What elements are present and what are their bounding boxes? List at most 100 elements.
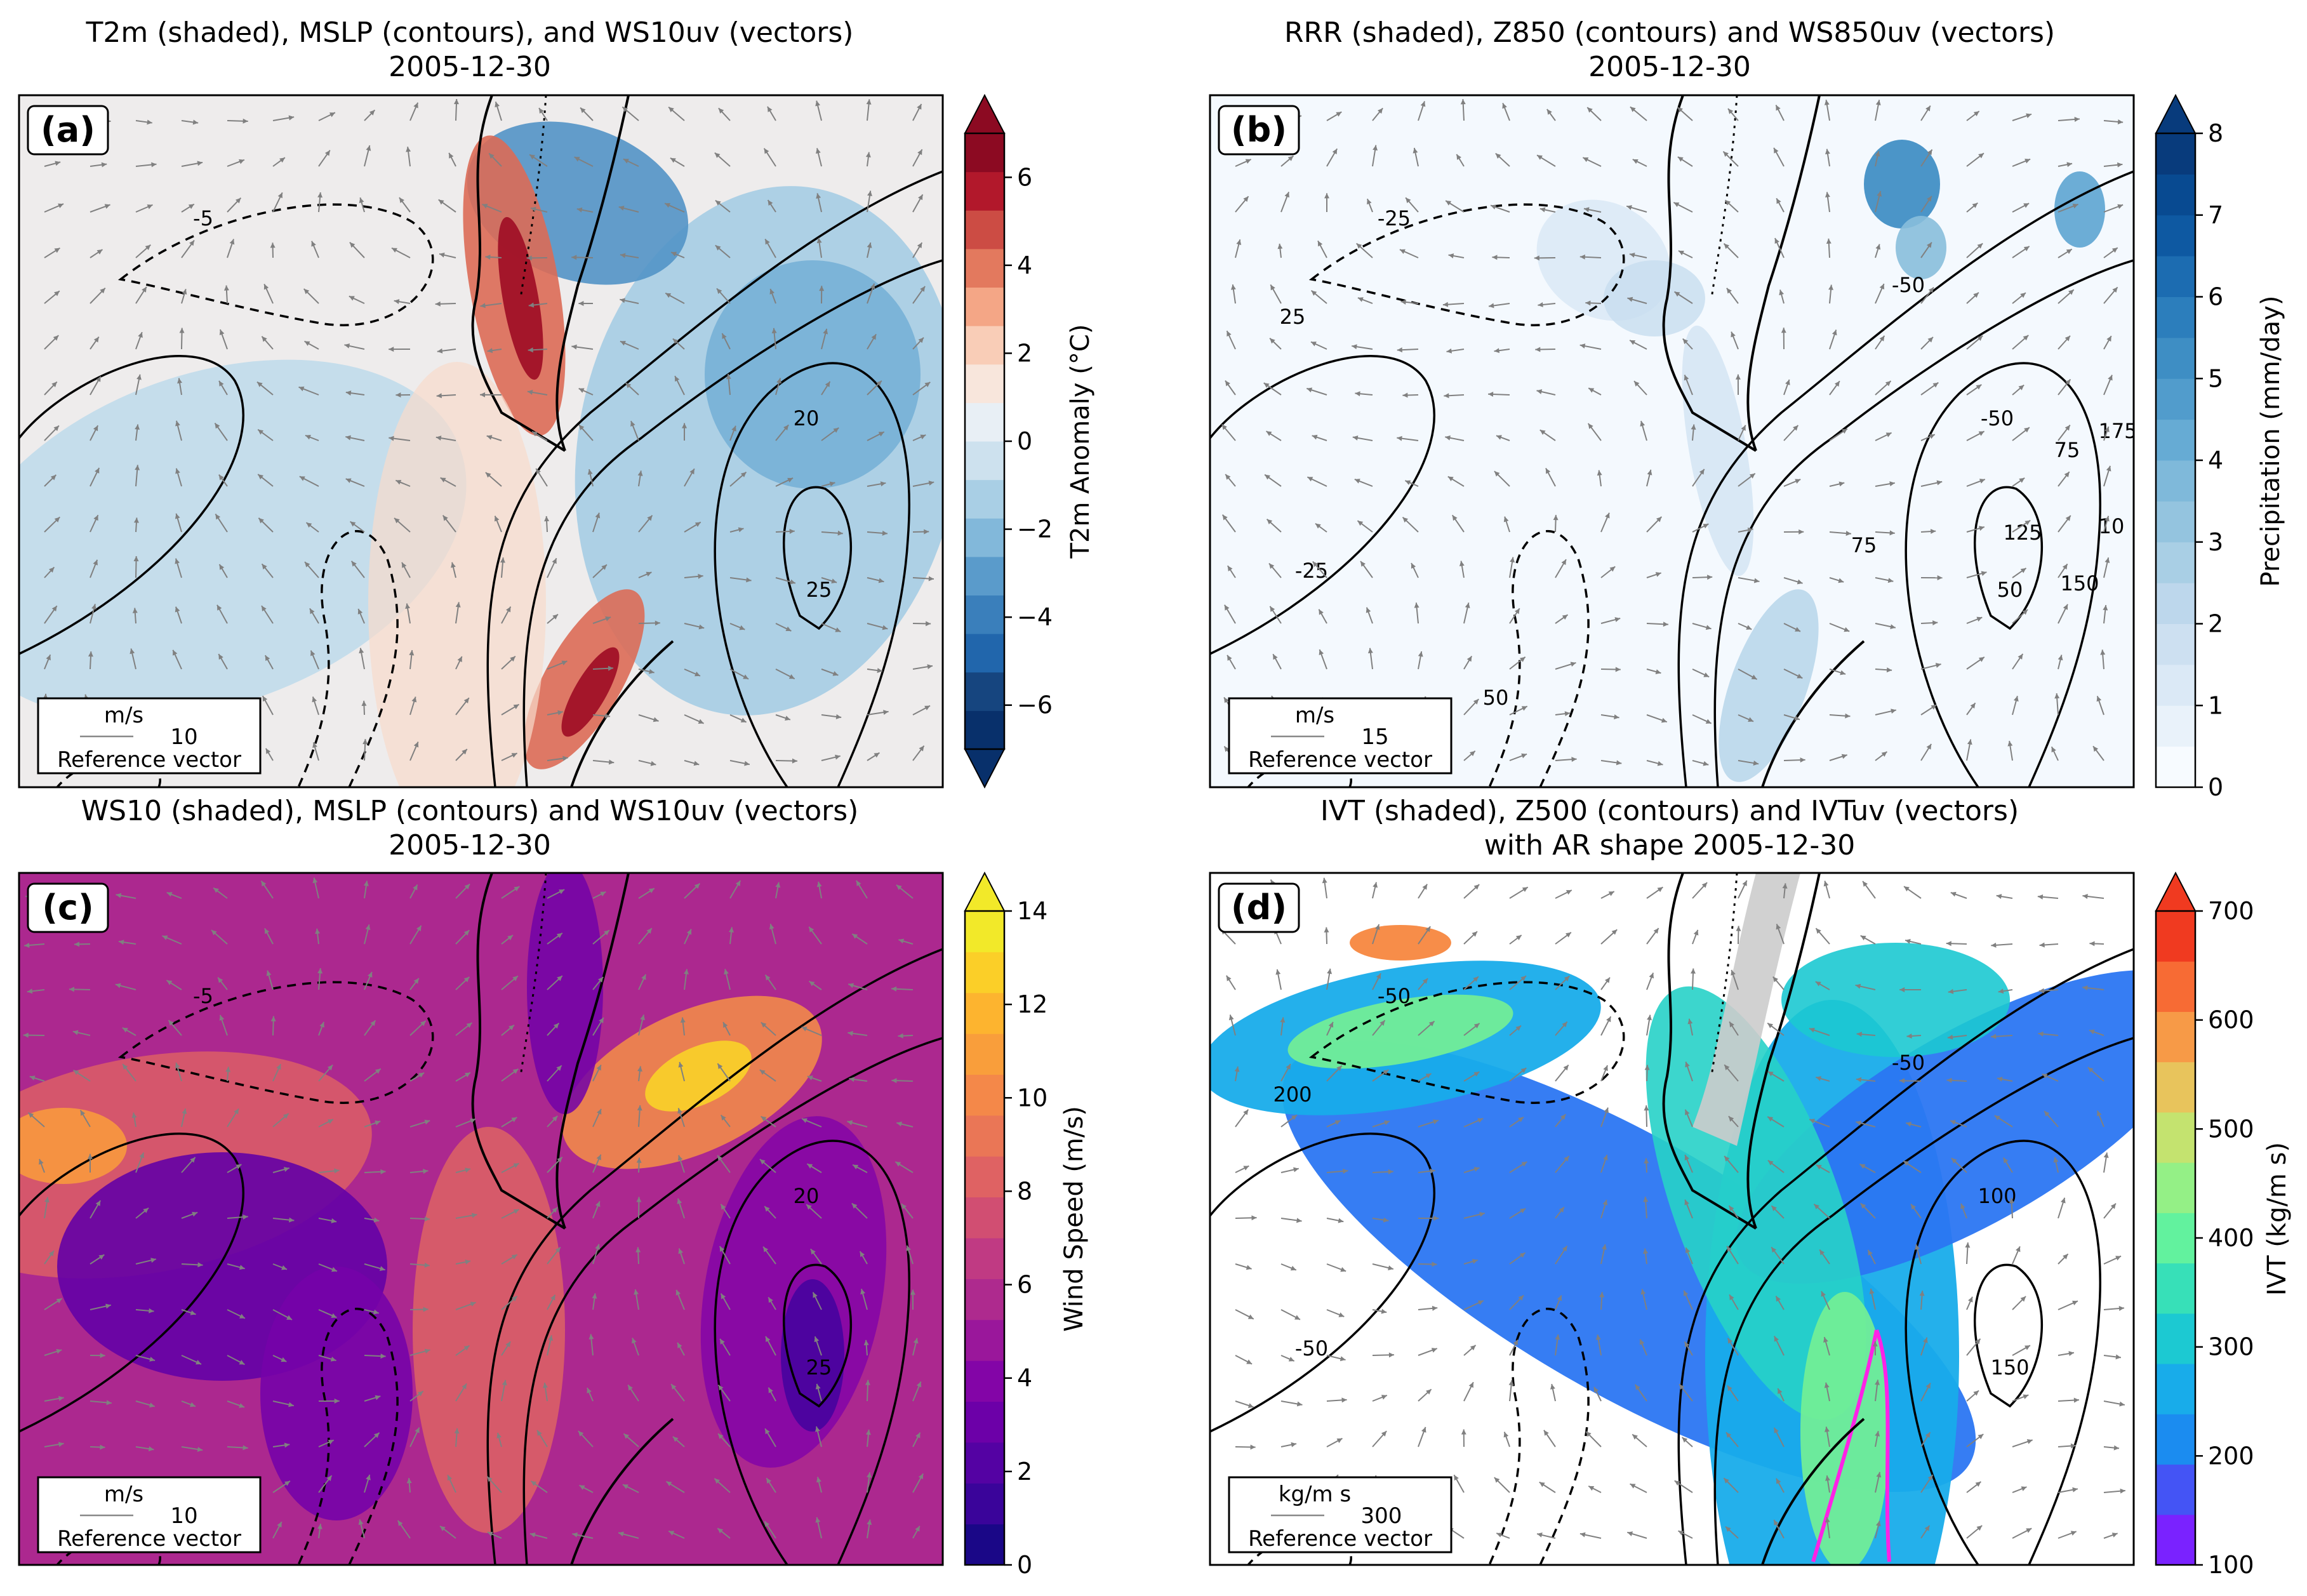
shade-patch bbox=[1719, 589, 1819, 782]
wind-vector-head bbox=[1644, 1105, 1649, 1111]
wind-vector-head bbox=[2022, 609, 2028, 615]
wind-vector-head bbox=[2063, 604, 2068, 610]
wind-vector-head bbox=[418, 1072, 425, 1078]
wind-vector-head bbox=[1779, 289, 1785, 296]
colorbar-level bbox=[965, 1197, 1004, 1239]
wind-vector-head bbox=[361, 700, 367, 706]
colorbar-level bbox=[2156, 460, 2195, 502]
wind-vector-head bbox=[1973, 111, 1979, 117]
wind-vector-head bbox=[345, 435, 351, 441]
wind-vector-head bbox=[2024, 1345, 2030, 1350]
wind-vector-head bbox=[761, 1022, 767, 1028]
wind-vector-head bbox=[1266, 431, 1272, 436]
contour-line-dashed bbox=[297, 1307, 399, 1565]
wind-vector-head bbox=[286, 1315, 293, 1320]
wind-vector-head bbox=[465, 1167, 470, 1173]
wind-vector-head bbox=[453, 99, 459, 105]
wind-vector-head bbox=[345, 390, 352, 396]
wind-vector-head bbox=[1825, 149, 1830, 155]
wind-vector-head bbox=[1976, 616, 1983, 622]
wind-vector-head bbox=[1640, 1289, 1646, 1295]
wind-vector-head bbox=[1889, 481, 1895, 487]
colorbar-tick-label: 2 bbox=[1017, 1458, 1032, 1486]
wind-vector-head bbox=[1224, 604, 1230, 611]
wind-vector-head bbox=[1562, 615, 1568, 620]
wind-vector-head bbox=[463, 698, 469, 704]
wind-vector-head bbox=[2111, 1533, 2118, 1538]
contour-line bbox=[522, 259, 943, 787]
wind-vector-head bbox=[928, 576, 934, 582]
wind-vector-head bbox=[874, 752, 880, 758]
wind-vector-head bbox=[608, 665, 614, 671]
wind-vector-head bbox=[91, 604, 96, 610]
wind-vector-head bbox=[882, 625, 888, 630]
wind-vector-head bbox=[329, 112, 335, 117]
wind-vector-head bbox=[1825, 1426, 1830, 1432]
wind-vector-head bbox=[764, 1206, 770, 1212]
wind-vector-head bbox=[2065, 379, 2071, 385]
colorbar-tick-label: 8 bbox=[2208, 119, 2223, 147]
wind-vector-head bbox=[2064, 335, 2070, 342]
wind-vector-head bbox=[544, 516, 550, 522]
wind-vector-head bbox=[151, 162, 157, 168]
wind-vector-head bbox=[46, 655, 51, 661]
wind-vector-head bbox=[801, 1118, 808, 1123]
wind-vector-head bbox=[424, 1216, 430, 1222]
panel-b-colorbar: 0 1 2 3 4 5 6 7 8 bbox=[2155, 93, 2223, 801]
wind-vector-head bbox=[1634, 381, 1640, 387]
wind-vector-head bbox=[1479, 1212, 1485, 1217]
wind-vector-head bbox=[409, 650, 415, 656]
wind-vector-head bbox=[177, 378, 183, 384]
wind-vector-head bbox=[1960, 1203, 1965, 1209]
wind-vector-head bbox=[1977, 243, 1983, 249]
wind-vector-head bbox=[2119, 1401, 2125, 1407]
panel-c-colorbar-label: Wind Speed (m/s) bbox=[1060, 1106, 1089, 1332]
wind-vector-head bbox=[1823, 881, 1829, 887]
wind-vector-head bbox=[319, 1021, 324, 1028]
wind-vector-head bbox=[1824, 100, 1830, 105]
wind-vector-head bbox=[1629, 252, 1635, 258]
wind-vector-head bbox=[147, 204, 153, 209]
wind-vector-head bbox=[595, 1244, 601, 1250]
contour-label: -5 bbox=[193, 984, 213, 1008]
wind-vector-head bbox=[831, 578, 837, 584]
wind-vector-head bbox=[571, 344, 577, 350]
wind-vector-head bbox=[1341, 1397, 1347, 1403]
wind-vector-head bbox=[190, 1157, 196, 1163]
colorbar-level bbox=[2156, 1061, 2195, 1113]
panel-b-letter-box: (b) bbox=[1218, 105, 1300, 156]
panel-b-ref-value: 15 bbox=[1361, 724, 1388, 750]
wind-vector-head bbox=[1374, 924, 1380, 930]
contour-label: -25 bbox=[1378, 206, 1411, 230]
wind-vector-head bbox=[1798, 529, 1804, 535]
wind-vector-head bbox=[556, 1065, 562, 1071]
wind-vector-head bbox=[449, 152, 454, 159]
wind-vector-head bbox=[1560, 1114, 1566, 1120]
wind-vector-head bbox=[1432, 1261, 1437, 1267]
panel-a-ref-unit: m/s bbox=[104, 703, 143, 728]
wind-vector-head bbox=[2087, 1067, 2094, 1073]
wind-vector-head bbox=[918, 1473, 924, 1480]
wind-vector-head bbox=[264, 928, 270, 934]
wind-vector-head bbox=[1997, 1077, 2003, 1082]
wind-vector-head bbox=[716, 288, 722, 295]
wind-vector-head bbox=[105, 1303, 111, 1309]
wind-vector-head bbox=[1644, 1158, 1649, 1164]
wind-vector-head bbox=[1503, 1432, 1509, 1438]
colorbar-tick-label: 0 bbox=[1017, 1551, 1032, 1579]
colorbar-level bbox=[965, 911, 1004, 952]
wind-vector-head bbox=[413, 884, 418, 891]
wind-vector-head bbox=[451, 562, 456, 568]
wind-vector-head bbox=[2039, 942, 2045, 948]
wind-vector-head bbox=[578, 1431, 584, 1437]
contour-line bbox=[1677, 170, 2134, 787]
wind-vector-head bbox=[2026, 113, 2032, 119]
wind-vector-head bbox=[239, 159, 244, 164]
wind-vector-head bbox=[1690, 968, 1696, 974]
wind-vector-head bbox=[877, 668, 882, 674]
wind-vector-head bbox=[579, 1485, 585, 1490]
shade-patch bbox=[705, 260, 921, 489]
wind-vector-head bbox=[832, 671, 839, 676]
wind-vector-head bbox=[599, 1017, 604, 1023]
wind-vector-head bbox=[1426, 1389, 1432, 1395]
